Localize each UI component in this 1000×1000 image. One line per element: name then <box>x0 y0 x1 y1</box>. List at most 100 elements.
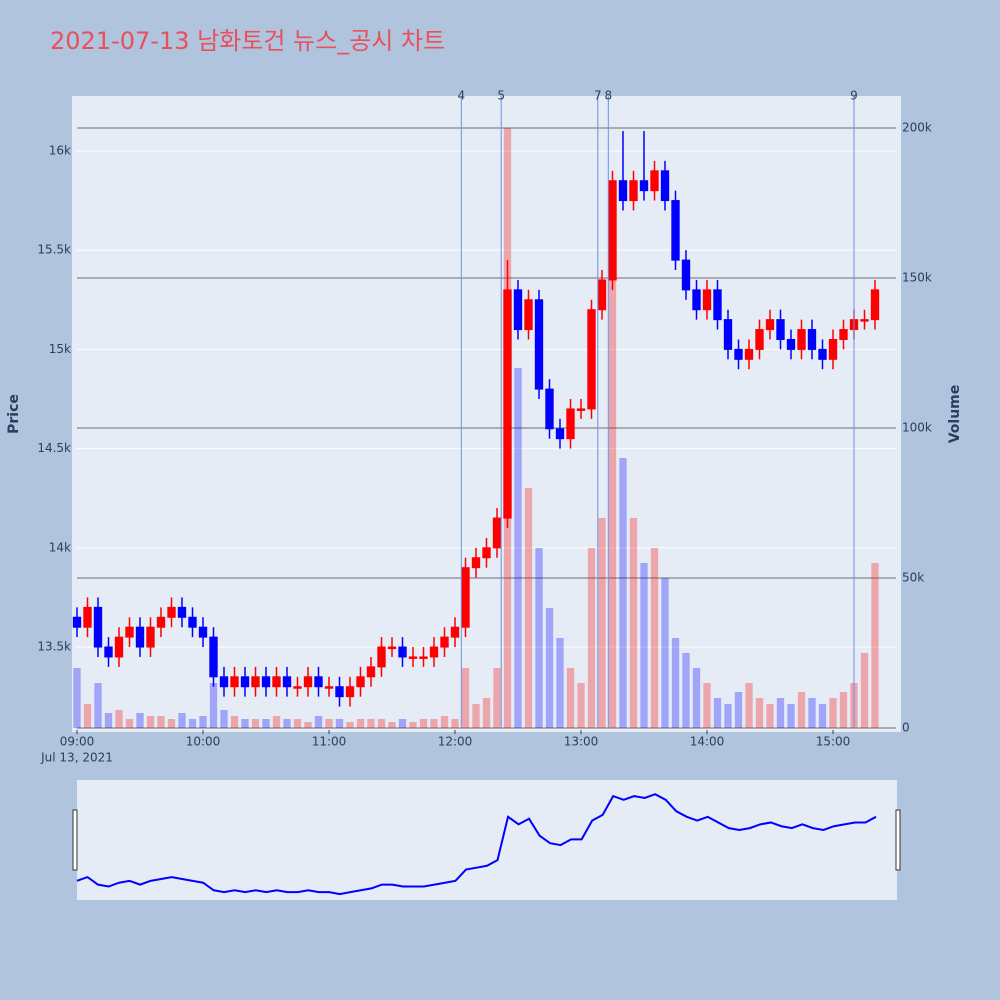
x-tick-label: 15:00 <box>816 735 851 749</box>
volume-bar <box>104 713 113 728</box>
y2-tick-label: 50k <box>902 571 924 585</box>
range-handle[interactable] <box>72 809 78 871</box>
volume-bar <box>83 704 92 728</box>
volume-bar <box>766 704 774 728</box>
volume-bar <box>808 698 816 728</box>
candle-body <box>660 170 670 202</box>
volume-bar <box>451 719 459 728</box>
candle-body <box>828 338 838 360</box>
candle-body <box>230 676 239 688</box>
candle-body <box>429 646 439 658</box>
candle-body <box>440 636 449 648</box>
volume-bar <box>839 692 848 728</box>
candle-body <box>282 676 292 688</box>
volume-bar <box>283 719 291 728</box>
volume-bar <box>272 716 281 728</box>
volume-bar <box>304 722 312 728</box>
volume-bar <box>829 698 837 728</box>
candle-body <box>818 348 827 360</box>
volume-bar <box>157 716 165 728</box>
candle-body <box>755 329 764 350</box>
volume-bar <box>755 698 764 728</box>
volume-bar <box>199 716 207 728</box>
candle-body <box>608 180 617 281</box>
volume-bar <box>325 719 333 728</box>
volume-bar <box>787 704 795 728</box>
volume-bar <box>209 683 218 728</box>
volume-bar <box>566 668 575 728</box>
volume-bar <box>608 188 617 728</box>
candle-body <box>335 686 344 698</box>
candle-body <box>681 259 691 291</box>
volume-bar <box>545 608 554 728</box>
y2-tick-label: 200k <box>902 121 932 135</box>
volume-bar <box>650 548 659 728</box>
candle-body <box>398 646 407 658</box>
candle-body <box>387 646 397 650</box>
volume-bar <box>293 719 302 728</box>
chart-title: 2021-07-13 남화토건 뉴스_공시 차트 <box>50 27 445 55</box>
volume-bar <box>346 722 354 728</box>
candle-body <box>629 180 638 202</box>
volume-bar <box>587 548 596 728</box>
y-tick-label: 16k <box>49 143 71 157</box>
volume-bar <box>367 719 375 728</box>
range-slider[interactable] <box>77 780 897 900</box>
candle-body <box>303 676 313 688</box>
candle-body <box>314 676 323 688</box>
volume-bar <box>629 518 638 728</box>
candle-body <box>219 676 229 688</box>
candle-body <box>461 567 470 628</box>
candle-body <box>408 656 418 659</box>
volume-bar <box>776 698 785 728</box>
candle-body <box>293 686 302 689</box>
candle-body <box>251 676 260 688</box>
volume-bar <box>472 704 480 728</box>
x-tick-label: 09:00 <box>60 735 95 749</box>
y-tick-label: 15.5k <box>37 243 71 257</box>
volume-bar <box>598 518 606 728</box>
volume-bar <box>860 653 869 728</box>
volume-bar <box>524 488 533 728</box>
volume-bar <box>671 638 680 728</box>
candle-body <box>702 289 712 311</box>
candle-body <box>356 676 365 688</box>
volume-bar <box>619 458 627 728</box>
candle-body <box>125 626 134 638</box>
range-handle[interactable] <box>895 809 901 871</box>
candle-body <box>765 319 775 331</box>
plot-area <box>72 96 901 732</box>
candle-body <box>167 606 176 618</box>
candle-body <box>776 319 785 340</box>
event-label: 9 <box>850 89 858 103</box>
volume-bar <box>398 719 407 728</box>
candle-body <box>188 616 197 628</box>
candle-body <box>419 656 428 659</box>
y-tick-label: 14.5k <box>37 441 71 455</box>
candle-body <box>492 517 502 549</box>
candle-body <box>860 319 869 322</box>
volume-bar <box>493 668 501 728</box>
x-tick-label: 12:00 <box>438 735 473 749</box>
x-tick-label: 14:00 <box>690 735 725 749</box>
candle-body <box>786 338 796 350</box>
volume-bar <box>356 719 365 728</box>
y2-axis-title: Volume <box>947 385 963 444</box>
candle-body <box>93 606 103 648</box>
x-tick-label: 10:00 <box>186 735 221 749</box>
event-label: 8 <box>604 89 612 103</box>
candle-body <box>555 428 565 440</box>
y-axis-title: Price <box>6 394 22 434</box>
volume-bar <box>125 719 134 728</box>
candle-body <box>83 606 92 628</box>
candle-body <box>104 646 113 658</box>
candle-body <box>671 200 680 261</box>
candle-body <box>713 289 722 321</box>
y-tick-label: 15k <box>49 342 71 356</box>
candle-body <box>545 388 554 430</box>
volume-bar <box>377 719 386 728</box>
candle-body <box>566 408 575 440</box>
candle-body <box>324 686 334 689</box>
candle-body <box>345 686 355 698</box>
